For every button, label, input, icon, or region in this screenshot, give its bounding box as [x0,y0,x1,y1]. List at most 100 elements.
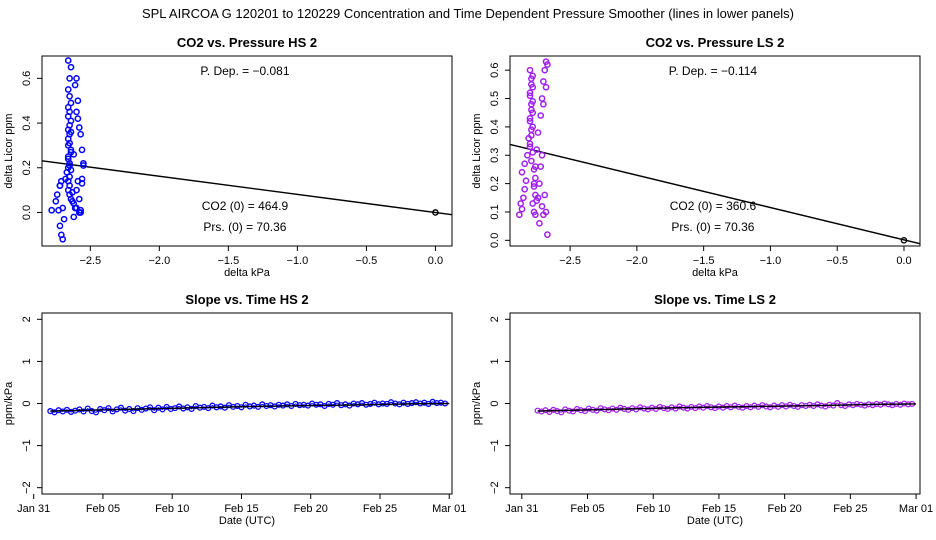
data-point [80,159,87,167]
y-tick-label: 1 [489,358,501,364]
y-tick-label: −1 [489,439,501,452]
data-point [71,81,79,89]
data-point [48,206,56,214]
y-tick-label: −2 [21,481,33,494]
panel-slope-vs-time-hs: Slope vs. Time HS 2 Jan 31 Feb 05 Feb 10 Feb… [3,292,466,527]
data-point [74,97,82,105]
data-point [518,168,526,176]
y-tick-label: 0.1 [489,204,501,219]
data-point [530,183,538,190]
panel-slope-vs-time-ls: Slope vs. Time LS 2 Jan 31 Feb 05 Feb 10 Feb… [471,292,933,527]
y-tick-label: −2 [489,481,501,494]
data-point [71,204,79,212]
data-point [66,162,73,169]
prs-zero-annotation: Prs. (0) = 70.36 [203,220,286,234]
data-point [541,66,549,74]
x-axis-label: delta kPa [692,267,739,279]
y-axis-label: ppm/kPa [3,381,15,425]
y-tick-label: 0.0 [21,205,33,220]
data-point [80,408,87,415]
x-tick-label: 0.0 [896,255,911,267]
data-point [526,143,534,151]
data-point [146,404,154,411]
data-point [70,151,78,158]
y-tick-label: 2 [21,316,33,322]
x-tick-label: −2.5 [79,255,101,267]
data-point [78,146,86,154]
x-tick-label: −1.5 [693,255,715,267]
p-dep-annotation: P. Dep. = −0.114 [669,64,758,78]
y-tick-label: 1 [21,358,33,364]
y-tick-label: 0.6 [21,71,33,86]
y-tick-label: 0.6 [489,63,501,78]
data-point [538,202,546,210]
x-tick-label: Mar 01 [432,503,466,515]
data-point [64,155,72,163]
page-title: SPL AIRCOA G 120201 to 120229 Concentrat… [141,6,795,21]
data-point [75,124,83,131]
data-point [522,177,530,185]
data-point [533,146,541,153]
data-point [532,174,539,182]
panel-co2-vs-pressure-ls: CO2 vs. Pressure LS 2 −2.5 −2.0 −1.5 −1.0 −0.… [471,35,921,279]
x-tick-label: Feb 15 [702,503,736,515]
data-point [74,115,82,122]
data-point [78,175,86,183]
data-point [520,194,527,202]
data-point [151,407,158,414]
x-axis-label: Date (UTC) [687,515,743,527]
x-tick-label: −0.5 [356,255,378,267]
data-point [67,128,75,136]
x-tick-label: Feb 20 [768,503,802,515]
data-point [544,61,551,68]
data-point [540,100,547,108]
data-point [66,139,73,147]
x-axis-label: Date (UTC) [219,515,275,527]
data-point [67,63,75,71]
data-point [529,123,537,131]
x-tick-label: −2.5 [559,255,581,267]
data-point [52,197,60,205]
data-point [532,211,539,219]
x-tick-label: Jan 31 [505,503,538,515]
data-point [541,191,549,199]
reference-point [900,237,908,244]
data-point [521,160,529,168]
x-tick-label: 0.0 [428,255,443,267]
data-point [528,132,535,139]
data-point [57,177,65,185]
data-point [59,204,67,212]
plot-frame [509,55,921,247]
data-point [540,78,547,85]
co2-zero-annotation: CO2 (0) = 464.9 [202,199,289,213]
plot-frame [41,55,453,247]
data-point [537,112,545,119]
x-tick-label: Feb 05 [570,503,604,515]
x-tick-label: Feb 15 [224,503,258,515]
data-point [66,75,73,82]
data-point [188,405,195,413]
data-point [542,83,550,91]
prs-zero-annotation: Prs. (0) = 70.36 [671,220,754,234]
x-tick-label: −2.0 [148,255,170,267]
data-point [73,75,80,82]
data-point [77,206,85,214]
data-point [853,400,860,407]
data-point [69,189,76,196]
data-point [534,129,542,136]
chart-title: Slope vs. Time LS 2 [654,292,776,307]
y-tick-label: 0.4 [489,119,501,134]
data-point [526,89,534,97]
data-point [528,157,535,165]
x-axis-label: delta kPa [224,267,271,279]
data-point [526,140,534,148]
data-point [60,215,68,223]
data-point [77,130,85,138]
data-point [528,81,535,88]
fit-line [41,160,453,216]
data-point [536,219,543,227]
panel-co2-vs-pressure-hs: CO2 vs. Pressure HS 2 −2.5 −2.0 −1.5 −1.0 −0.… [3,35,453,279]
x-tick-label: Feb 10 [155,503,189,515]
x-tick-label: −0.5 [826,255,848,267]
data-point [526,92,534,100]
